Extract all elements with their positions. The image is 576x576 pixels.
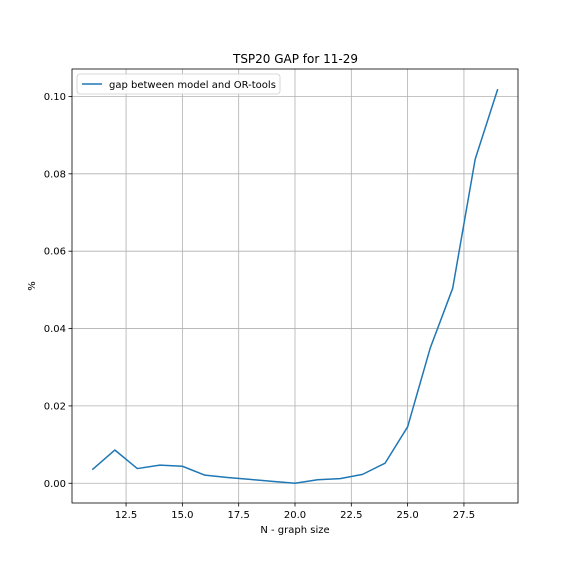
y-tick-label: 0.08 xyxy=(44,169,66,180)
x-tick-label: 25.0 xyxy=(396,510,418,521)
y-axis-ticks: 0.00 0.02 0.04 0.06 0.08 0.10 xyxy=(44,92,72,490)
y-tick-label: 0.10 xyxy=(44,92,66,103)
grid-lines xyxy=(72,69,518,503)
y-tick-label: 0.00 xyxy=(44,479,66,490)
series-line xyxy=(91,88,499,485)
x-tick-label: 17.5 xyxy=(228,510,250,521)
x-tick-label: 27.5 xyxy=(453,510,475,521)
x-tick-label: 20.0 xyxy=(284,510,306,521)
legend-entry: gap between model and OR-tools xyxy=(109,80,276,91)
x-tick-label: 15.0 xyxy=(171,510,193,521)
x-axis-label: N - graph size xyxy=(260,525,329,536)
legend: gap between model and OR-tools xyxy=(76,73,281,95)
series-layer xyxy=(91,88,499,485)
y-tick-label: 0.04 xyxy=(44,324,66,335)
legend-box xyxy=(76,73,281,95)
x-tick-label: 12.5 xyxy=(115,510,137,521)
y-axis-label: % xyxy=(27,281,38,291)
x-axis-ticks: 12.5 15.0 17.5 20.0 22.5 25.0 27.5 xyxy=(115,503,475,521)
x-tick-label: 22.5 xyxy=(340,510,362,521)
chart-title: TSP20 GAP for 11-29 xyxy=(232,52,358,66)
y-tick-label: 0.02 xyxy=(44,401,66,412)
y-tick-label: 0.06 xyxy=(44,247,66,258)
